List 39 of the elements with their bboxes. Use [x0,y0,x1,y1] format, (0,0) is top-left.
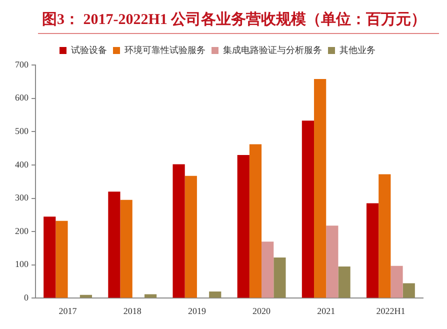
legend-label: 试验设备 [71,44,107,55]
y-tick-label: 400 [15,159,29,170]
bar [274,258,286,298]
y-tick-label: 700 [15,59,29,70]
y-tick-label: 600 [15,92,29,103]
x-tick-label: 2019 [188,306,206,316]
chart-title: 图3： 2017-2022H1 公司各业务营收规模（单位：百万元） [38,8,439,34]
x-tick-label: 2022H1 [376,306,406,316]
bar [120,200,132,298]
bar [262,242,274,298]
bar [144,294,157,298]
bar [172,164,185,298]
x-tick-label: 2017 [58,306,78,316]
bar [338,266,350,298]
legend-label: 环境可靠性试验服务 [124,44,206,55]
bar [402,283,415,298]
y-tick-label: 300 [15,192,29,203]
legend-label: 其他业务 [340,44,376,55]
bar [184,176,197,298]
y-tick-label: 500 [15,126,29,136]
y-tick-label: 100 [15,259,29,270]
y-tick-label: 0 [24,292,29,303]
bar [366,203,379,298]
bar [209,292,222,298]
bar [237,154,250,298]
bar [249,144,262,298]
x-tick-label: 2021 [317,306,336,316]
y-tick-label: 200 [15,226,29,236]
bar [326,226,338,298]
x-tick-label: 2018 [123,306,142,316]
bar [390,266,403,298]
bar [108,192,120,298]
legend-label: 集成电路验证与分析服务 [223,44,322,55]
x-tick-label: 2020 [252,306,272,316]
bar [314,78,326,298]
bar [302,120,314,298]
bar [378,174,391,298]
bar [44,216,56,298]
bar [56,220,68,298]
